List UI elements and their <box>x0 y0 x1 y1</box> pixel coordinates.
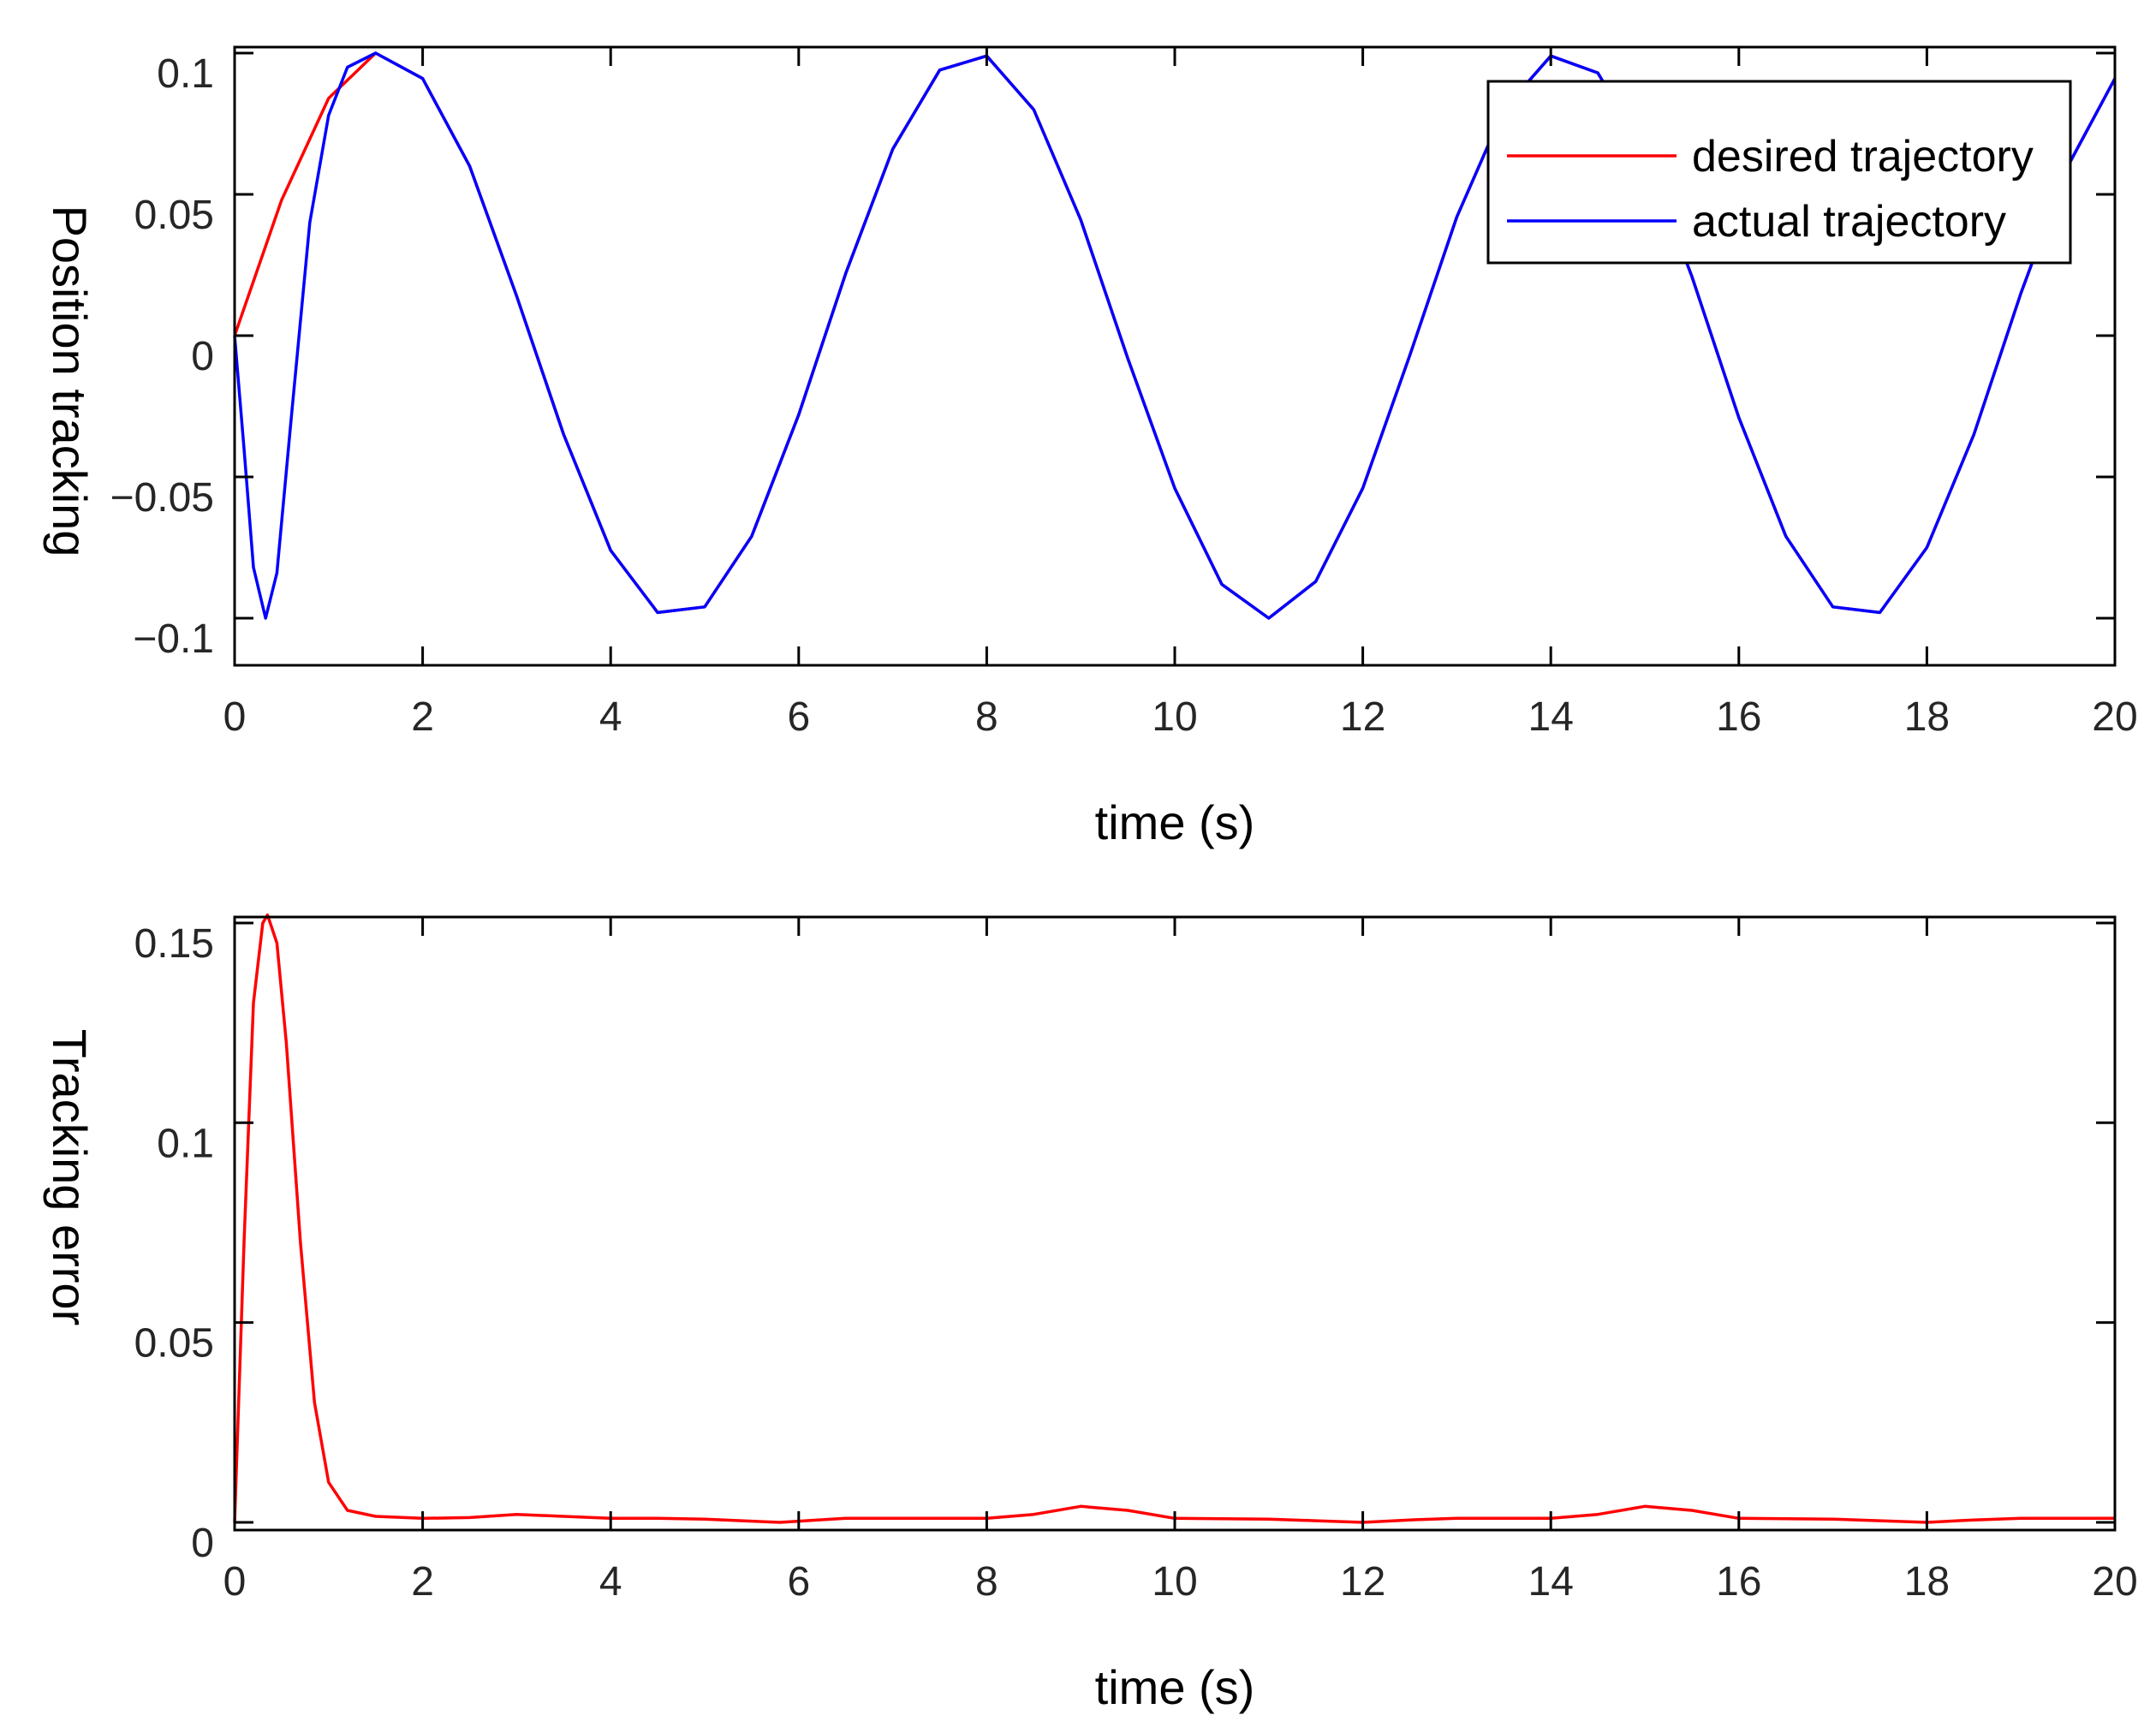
y-tick-label: 0.05 <box>134 1321 214 1367</box>
legend-box <box>1486 80 2072 265</box>
tracking-error-line <box>233 913 2115 1524</box>
x-tick-label: 18 <box>1904 694 1950 740</box>
x-tick-label: 10 <box>1152 1559 1197 1605</box>
x-tick-label: 10 <box>1152 694 1197 740</box>
error-axes-box <box>233 915 2117 1532</box>
x-tick-label: 12 <box>1340 1559 1385 1605</box>
x-tick-label: 0 <box>223 694 247 740</box>
y-tick-label: 0.1 <box>157 51 214 97</box>
legend-label-actual: actual trajectory <box>1692 197 2006 247</box>
error-xlabel: time (s) <box>1095 1660 1255 1714</box>
y-tick-label: 0.15 <box>134 921 214 967</box>
x-tick-label: 16 <box>1716 694 1761 740</box>
position-ticks-group: 0 2 4 6 8 10 12 14 16 18 20 −0.1 −0.05 0 0.05 0.1 <box>110 47 2138 740</box>
position-series-group <box>233 51 2117 620</box>
actual-trajectory-line <box>233 51 2117 620</box>
error-ticks-group: 0 2 4 6 8 10 12 14 16 18 20 0 0.05 0.1 0.15 <box>134 917 2138 1605</box>
x-tick-label: 12 <box>1340 694 1385 740</box>
position-ylabel: Position tracking <box>43 205 97 557</box>
x-tick-label: 20 <box>2092 1559 2137 1605</box>
x-tick-label: 4 <box>599 694 622 740</box>
x-tick-label: 0 <box>223 1559 247 1605</box>
y-tick-label: −0.05 <box>110 475 214 521</box>
legend-label-desired: desired trajectory <box>1692 132 2034 182</box>
x-tick-label: 2 <box>411 1559 434 1605</box>
y-tick-label: 0.05 <box>134 193 214 238</box>
error-series-group <box>233 913 2115 1524</box>
y-tick-label: 0.1 <box>157 1121 214 1166</box>
x-tick-label: 16 <box>1716 1559 1761 1605</box>
error-ylabel: Tracking error <box>43 1029 97 1325</box>
x-tick-label: 2 <box>411 694 434 740</box>
x-tick-label: 6 <box>787 694 810 740</box>
x-tick-label: 8 <box>975 694 998 740</box>
x-tick-label: 8 <box>975 1559 998 1605</box>
position-axes-box <box>233 45 2117 667</box>
y-tick-label: −0.1 <box>133 616 214 662</box>
y-tick-label: 0 <box>191 1521 214 1566</box>
position-xlabel: time (s) <box>1095 795 1255 849</box>
position-chart: 0 2 4 6 8 10 12 14 16 18 20 −0.1 −0.05 0 0.05 0.1 time … <box>43 45 2138 849</box>
error-chart: 0 2 4 6 8 10 12 14 16 18 20 0 0.05 0.1 0.15 time (s) T… <box>43 913 2138 1714</box>
x-tick-label: 4 <box>599 1559 622 1605</box>
x-tick-label: 6 <box>787 1559 810 1605</box>
y-tick-label: 0 <box>191 334 214 379</box>
legend: desired trajectory actual trajectory <box>1486 80 2072 265</box>
x-tick-label: 14 <box>1528 694 1574 740</box>
x-tick-label: 20 <box>2092 694 2137 740</box>
x-tick-label: 14 <box>1528 1559 1574 1605</box>
x-tick-label: 18 <box>1904 1559 1950 1605</box>
